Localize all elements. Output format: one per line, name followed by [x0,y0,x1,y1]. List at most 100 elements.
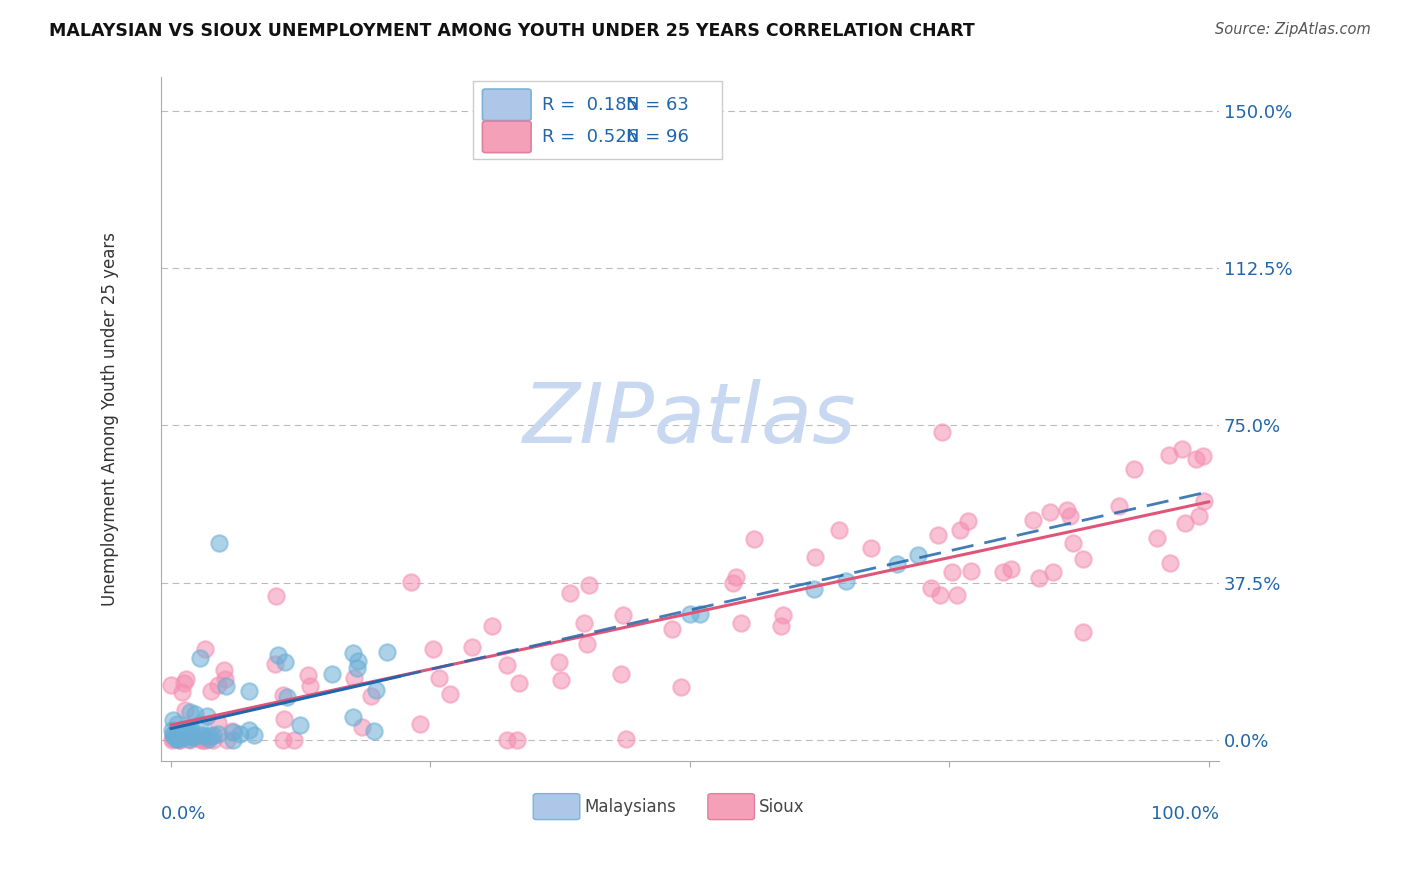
Point [162,726,184,740]
Point [214,672,236,686]
Text: 100.0%: 100.0% [1152,805,1219,823]
Point [949,523,972,537]
Point [170,729,193,743]
Point [671,680,693,694]
Point [363,723,385,738]
Point [170,685,193,699]
Point [742,532,765,546]
Point [163,731,186,745]
Point [439,687,461,701]
Point [193,729,215,743]
Point [195,732,218,747]
Point [347,654,370,668]
Point [207,727,229,741]
Point [173,676,195,690]
Point [730,615,752,630]
Point [172,724,194,739]
Point [274,656,297,670]
Point [1185,452,1208,467]
Point [221,724,243,739]
Point [1042,565,1064,579]
Point [190,728,212,742]
Point [200,729,222,743]
Point [174,672,197,686]
Point [907,549,929,563]
FancyBboxPatch shape [482,121,531,153]
Point [1159,557,1181,571]
Point [162,728,184,742]
Point [176,727,198,741]
Point [166,717,188,731]
Point [689,607,711,621]
Point [238,723,260,738]
Point [548,655,571,669]
Point [176,723,198,737]
Point [283,732,305,747]
Point [273,689,295,703]
Point [1123,462,1146,476]
Point [931,425,953,439]
Point [886,557,908,571]
Point [409,717,432,731]
Point [343,671,366,685]
Point [1187,508,1209,523]
Point [828,523,851,537]
Point [215,679,238,693]
Point [181,730,204,744]
Point [506,732,529,747]
Point [172,730,194,744]
Point [612,608,634,623]
Point [1071,551,1094,566]
Text: N = 96: N = 96 [626,128,689,146]
Point [321,666,343,681]
Point [364,683,387,698]
Point [267,648,290,662]
Text: Source: ZipAtlas.com: Source: ZipAtlas.com [1215,22,1371,37]
Point [191,732,214,747]
Point [1062,536,1084,550]
Point [422,641,444,656]
Point [298,679,321,693]
Text: ZIPatlas: ZIPatlas [523,378,856,459]
Point [550,673,572,688]
Point [1146,532,1168,546]
FancyBboxPatch shape [707,794,755,820]
Point [174,723,197,738]
Point [1173,516,1195,531]
Point [723,576,745,591]
Point [360,689,382,703]
Point [927,528,949,542]
Point [160,677,183,691]
Point [342,710,364,724]
Text: Unemployment Among Youth under 25 years: Unemployment Among Youth under 25 years [101,232,120,607]
Point [188,717,211,731]
Point [297,668,319,682]
Point [859,541,882,555]
Point [177,731,200,746]
Point [350,720,373,734]
Point [956,514,979,528]
Point [578,577,600,591]
Point [177,722,200,736]
Point [375,645,398,659]
Point [1056,503,1078,517]
Point [202,728,225,742]
Point [1039,505,1062,519]
Text: R =  0.526: R = 0.526 [541,128,638,146]
Point [834,574,856,588]
Point [346,661,368,675]
Point [1192,449,1215,463]
Point [179,705,201,719]
Point [207,716,229,731]
FancyBboxPatch shape [472,81,721,160]
Point [217,732,239,747]
Point [166,732,188,747]
Point [508,676,530,690]
FancyBboxPatch shape [482,89,531,120]
Point [177,728,200,742]
Point [276,690,298,704]
Point [167,731,190,746]
Point [609,667,631,681]
Point [208,536,231,550]
Point [273,712,295,726]
